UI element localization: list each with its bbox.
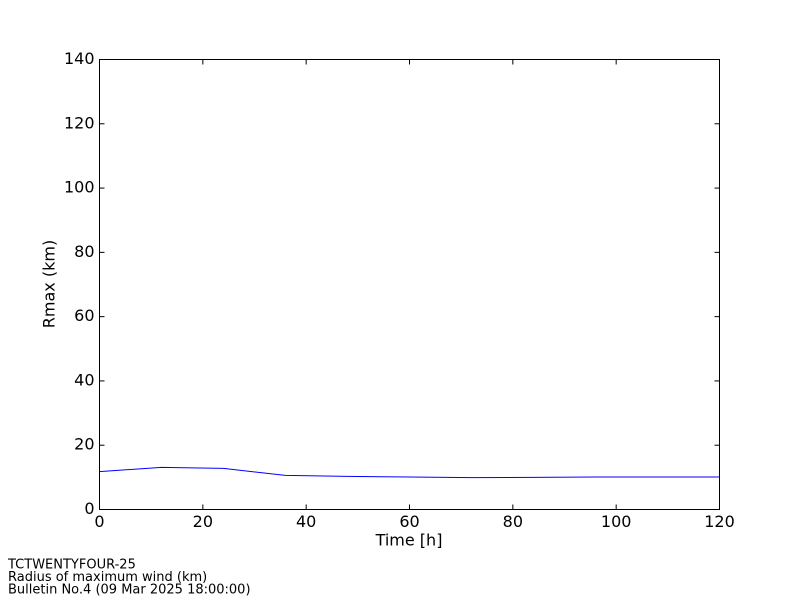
y-axis-label: Rmax (km) — [40, 240, 59, 328]
x-tick-label: 20 — [193, 512, 213, 531]
x-axis-label: Time [h] — [375, 531, 443, 550]
y-tick-label: 20 — [74, 435, 94, 454]
y-tick-label: 40 — [74, 370, 94, 389]
y-tick-label: 0 — [84, 499, 94, 518]
y-tick-label: 140 — [64, 49, 95, 68]
y-tick-label: 120 — [64, 113, 95, 132]
x-tick-label: 100 — [601, 512, 632, 531]
x-tick-label: 0 — [94, 512, 104, 531]
x-tick-label: 40 — [296, 512, 316, 531]
data-line — [99, 466, 720, 479]
x-tick-label: 60 — [399, 512, 419, 531]
footer-line: Bulletin No.4 (09 Mar 2025 18:00:00) — [8, 583, 251, 598]
x-tick-label: 80 — [503, 512, 523, 531]
footer-line: Radius of maximum wind (km) — [8, 570, 207, 585]
y-tick-label: 60 — [74, 306, 94, 325]
y-tick-label: 80 — [74, 242, 94, 261]
footer-line: TCTWENTYFOUR-25 — [7, 558, 136, 573]
x-tick-label: 120 — [704, 512, 735, 531]
y-tick-label: 100 — [64, 178, 95, 197]
